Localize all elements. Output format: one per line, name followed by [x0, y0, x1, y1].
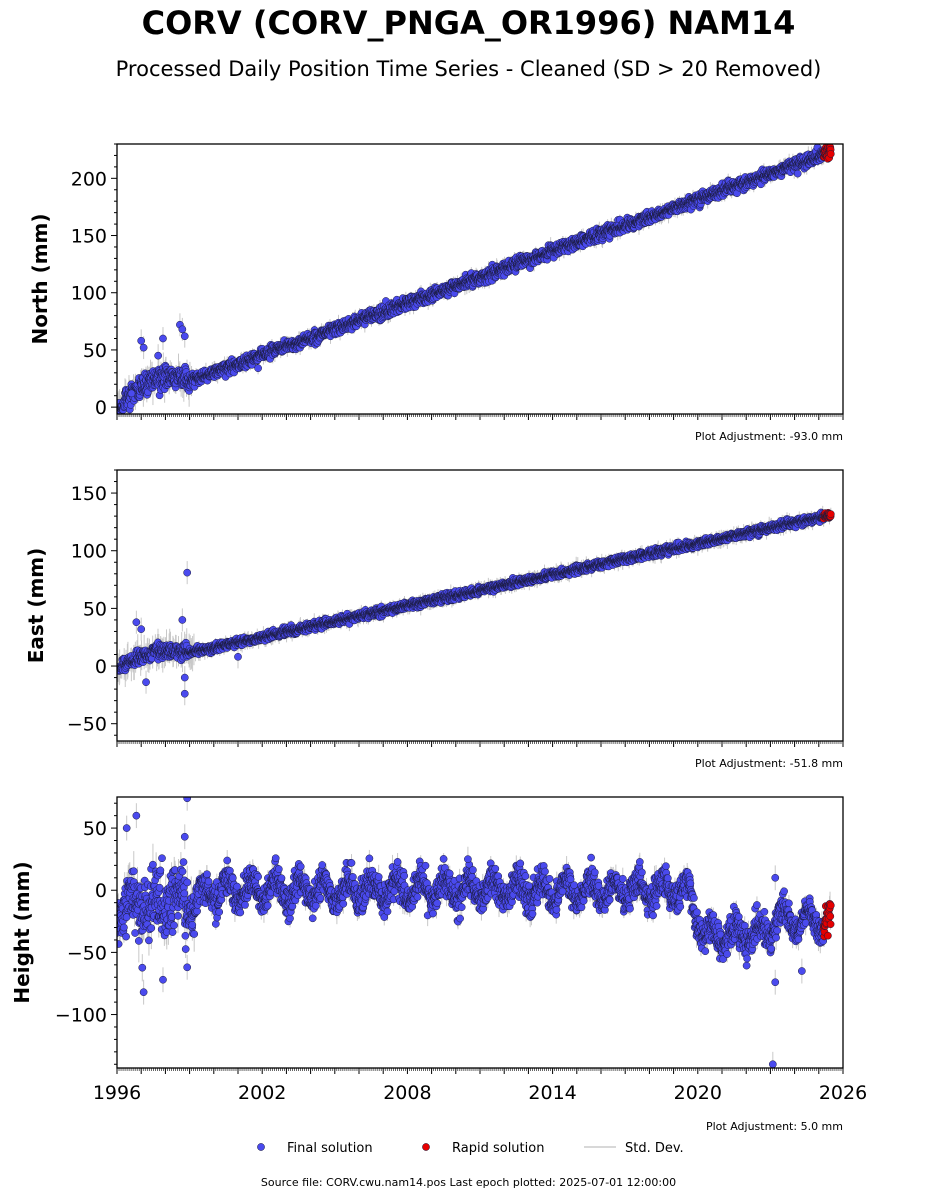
- y-axis-label: North (mm): [28, 213, 52, 344]
- final-point: [254, 364, 262, 373]
- final-point: [137, 336, 146, 345]
- final-point: [180, 332, 189, 341]
- y-tick-label: 200: [71, 168, 107, 190]
- final-point: [127, 389, 136, 398]
- y-tick-label: 100: [71, 283, 107, 305]
- final-point: [139, 343, 148, 352]
- y-ticks: 0 50 100 150 200: [71, 143, 117, 419]
- panel-north: 0 50 100 150 200 North (mm) Plot Adjustment: -…: [28, 143, 844, 443]
- plot-area: [117, 144, 835, 414]
- rapid-solution-points: [819, 144, 835, 163]
- x-ticks: [116, 414, 844, 420]
- y-tick-label: 150: [71, 226, 107, 248]
- plot-adjustment-label: Plot Adjustment: -93.0 mm: [695, 430, 843, 443]
- plot-area: [117, 505, 835, 706]
- figure-subtitle: Processed Daily Position Time Series - C…: [115, 57, 822, 81]
- rapid-point: [826, 150, 835, 158]
- final-point: [154, 351, 162, 360]
- y-tick-label: 50: [83, 340, 107, 362]
- final-point: [159, 334, 167, 343]
- final-solution-points: [117, 144, 828, 414]
- final-point: [793, 169, 802, 178]
- figure-title: CORV (CORV_PNGA_OR1996) NAM14: [141, 4, 796, 42]
- final-point: [178, 325, 187, 334]
- y-tick-label: 0: [95, 397, 107, 419]
